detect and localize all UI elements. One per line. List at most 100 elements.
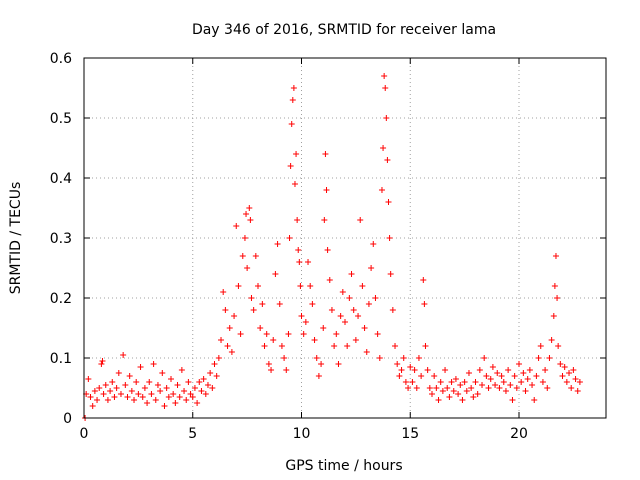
data-point xyxy=(174,382,181,388)
data-point xyxy=(384,157,391,163)
data-point xyxy=(465,370,472,376)
data-point xyxy=(502,388,509,394)
data-point xyxy=(135,391,142,397)
data-point xyxy=(96,385,103,391)
data-point xyxy=(372,295,379,301)
data-point xyxy=(241,235,248,241)
data-point xyxy=(483,373,490,379)
data-point xyxy=(461,379,468,385)
data-point xyxy=(211,361,218,367)
data-point xyxy=(446,394,453,400)
y-tick-label: 0.3 xyxy=(50,231,72,247)
data-point xyxy=(370,241,377,247)
data-point xyxy=(552,253,559,259)
data-point xyxy=(448,379,455,385)
data-point xyxy=(337,313,344,319)
data-point xyxy=(376,355,383,361)
data-point xyxy=(468,385,475,391)
data-point xyxy=(202,391,209,397)
data-point xyxy=(247,217,254,223)
data-point xyxy=(139,394,146,400)
data-point xyxy=(243,211,250,217)
data-point xyxy=(315,373,322,379)
data-point xyxy=(494,370,501,376)
data-point xyxy=(350,307,357,313)
data-point xyxy=(154,382,161,388)
data-point xyxy=(255,283,261,289)
data-point xyxy=(297,283,304,289)
data-point xyxy=(415,355,422,361)
data-point xyxy=(344,343,351,349)
data-point xyxy=(168,376,174,382)
data-point xyxy=(200,376,207,382)
data-point xyxy=(196,379,203,385)
y-tick-label: 0.2 xyxy=(50,291,72,307)
data-point xyxy=(392,343,399,349)
data-point xyxy=(224,343,231,349)
data-point xyxy=(433,385,440,391)
data-point xyxy=(439,388,446,394)
data-point xyxy=(146,379,153,385)
data-point xyxy=(505,367,512,373)
data-point xyxy=(94,397,101,403)
data-point xyxy=(133,379,140,385)
data-point xyxy=(265,361,272,367)
data-point xyxy=(191,385,198,391)
data-point xyxy=(183,397,190,403)
x-tick-label: 5 xyxy=(188,426,197,442)
x-tick-label: 15 xyxy=(401,426,419,442)
data-point xyxy=(407,364,414,370)
data-point xyxy=(302,319,309,325)
data-point xyxy=(159,370,166,376)
data-point xyxy=(259,301,266,307)
data-point xyxy=(274,241,281,247)
data-point xyxy=(321,217,328,223)
data-point xyxy=(331,343,338,349)
data-point xyxy=(557,361,564,367)
data-point xyxy=(394,361,401,367)
data-point xyxy=(281,355,288,361)
data-point xyxy=(411,367,418,373)
data-point xyxy=(102,382,109,388)
data-point xyxy=(413,385,420,391)
data-point xyxy=(261,343,268,349)
data-point xyxy=(252,253,259,259)
data-point xyxy=(526,367,533,373)
data-point xyxy=(421,301,428,307)
y-tick-label: 0.4 xyxy=(50,171,72,187)
data-point xyxy=(107,388,114,394)
data-point xyxy=(222,307,229,313)
data-point xyxy=(311,337,318,343)
data-point xyxy=(476,367,483,373)
data-point xyxy=(288,121,295,127)
data-point xyxy=(291,181,298,187)
data-point xyxy=(233,223,240,229)
data-point xyxy=(374,331,381,337)
x-tick-label: 0 xyxy=(80,426,89,442)
data-point xyxy=(489,364,496,370)
data-point xyxy=(272,271,279,277)
data-point xyxy=(516,361,522,367)
data-point xyxy=(481,355,488,361)
data-point xyxy=(561,364,568,370)
data-point xyxy=(213,373,220,379)
data-point xyxy=(563,379,570,385)
data-point xyxy=(126,373,133,379)
data-point xyxy=(531,397,538,403)
data-point xyxy=(539,379,546,385)
data-point xyxy=(181,388,188,394)
data-point xyxy=(286,235,293,241)
data-point xyxy=(170,391,177,397)
data-point xyxy=(409,379,416,385)
y-axis-label: SRMTID / TECUs xyxy=(8,182,24,295)
data-point xyxy=(220,289,227,295)
data-point xyxy=(576,379,583,385)
data-point xyxy=(131,397,138,403)
data-point xyxy=(313,355,320,361)
x-tick-label: 10 xyxy=(293,426,311,442)
data-point xyxy=(348,271,355,277)
data-point xyxy=(426,385,433,391)
data-point xyxy=(91,388,98,394)
data-point xyxy=(307,283,314,289)
